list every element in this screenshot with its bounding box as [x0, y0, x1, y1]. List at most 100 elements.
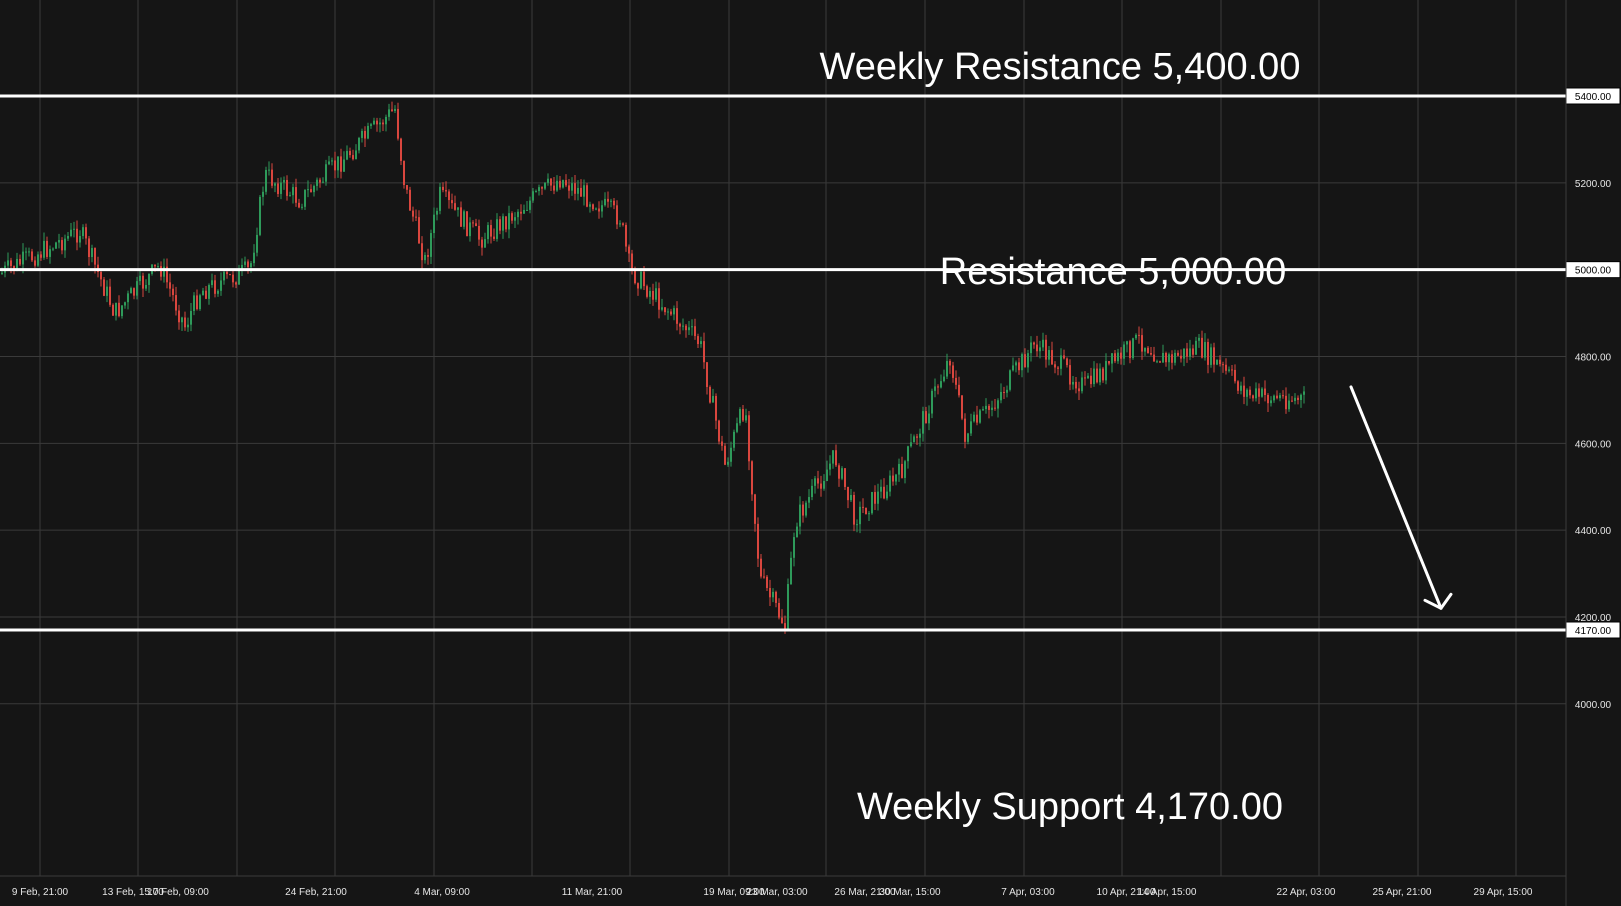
candle-body: [487, 225, 489, 240]
candle-body: [67, 236, 69, 239]
candle-body: [91, 248, 93, 258]
arrow-shaft: [1349, 385, 1443, 610]
candle-body: [316, 179, 318, 186]
time-axis-tick: 13 Feb, 15:00: [102, 887, 164, 898]
candle-body: [619, 223, 621, 225]
candle-body: [880, 486, 882, 492]
candle-body: [148, 273, 150, 285]
candle-body: [343, 159, 345, 172]
level-lines: Weekly Resistance 5,400.00 5400.00 Resista…: [0, 46, 1621, 828]
candle-body: [307, 189, 309, 191]
candle-body: [745, 415, 747, 421]
candle-body: [883, 486, 885, 499]
candle-body: [1126, 341, 1128, 345]
candle-body: [670, 311, 672, 315]
candle-body: [853, 495, 855, 525]
candle-body: [811, 485, 813, 498]
candle-body: [412, 210, 414, 217]
candle-body: [1039, 347, 1041, 352]
candle-body: [922, 411, 924, 434]
candle-body: [10, 260, 12, 267]
candle-body: [136, 281, 138, 296]
candle-body: [559, 180, 561, 188]
candle-body: [139, 275, 141, 282]
candle-body: [1144, 347, 1146, 352]
candle-body: [1051, 350, 1053, 365]
candle-body: [661, 307, 663, 310]
candle-body: [331, 160, 333, 162]
level-label: Weekly Resistance 5,400.00: [820, 46, 1301, 88]
candle-body: [310, 189, 312, 193]
candle-body: [928, 413, 930, 424]
candle-body: [895, 474, 897, 482]
candle-body: [658, 288, 660, 310]
candle-body: [952, 365, 954, 378]
candle-body: [1027, 353, 1029, 368]
candle-body: [1249, 389, 1251, 396]
candle-body: [805, 502, 807, 516]
candle-body: [826, 469, 828, 481]
candle-body: [649, 290, 651, 297]
candle-body: [997, 400, 999, 409]
candle-body: [1069, 365, 1071, 385]
candle-body: [367, 125, 369, 139]
candle-body: [976, 414, 978, 423]
candle-body: [55, 242, 57, 249]
candle-body: [73, 228, 75, 230]
candle-body: [1009, 370, 1011, 390]
candle-body: [1153, 354, 1155, 362]
candle-body: [103, 279, 105, 296]
candle-body: [679, 323, 681, 327]
candle-body: [772, 591, 774, 598]
candle-body: [1240, 385, 1242, 391]
candle-body: [1198, 337, 1200, 341]
candle-body: [451, 200, 453, 204]
candle-body: [673, 308, 675, 315]
candle-body: [1006, 389, 1008, 393]
candle-body: [604, 198, 606, 206]
candle-body: [742, 409, 744, 421]
candle-body: [1093, 368, 1095, 385]
price-axis[interactable]: 4000.00 4200.00 4400.00 4600.00 4800.00 5200.…: [1575, 179, 1612, 711]
candle-body: [382, 122, 384, 125]
candle-body: [61, 240, 63, 251]
candle-body: [1264, 388, 1266, 395]
candle-body: [763, 576, 765, 578]
candle-body: [979, 410, 981, 423]
candle-body: [229, 274, 231, 276]
candle-body: [694, 326, 696, 337]
candle-body: [964, 418, 966, 442]
candle-body: [130, 288, 132, 294]
candle-body: [511, 213, 513, 221]
candle-body: [931, 390, 933, 414]
candle-body: [865, 507, 867, 515]
candle-body: [1021, 354, 1023, 371]
candle-body: [1045, 339, 1047, 360]
candle-body: [1234, 369, 1236, 382]
candle-body: [313, 185, 315, 193]
time-axis-tick: 11 Mar, 21:00: [562, 887, 623, 898]
candle-body: [397, 108, 399, 139]
price-axis-tick: 4200.00: [1575, 613, 1612, 624]
candle-body: [325, 164, 327, 182]
projection-arrow: [1349, 385, 1453, 610]
candle-body: [430, 233, 432, 257]
candle-body: [1159, 361, 1161, 363]
candle-body: [736, 423, 738, 432]
price-tag-label: 4170.00: [1575, 626, 1612, 637]
candle-body: [1120, 352, 1122, 359]
candle-body: [193, 295, 195, 311]
candle-body: [13, 266, 15, 270]
candle-body: [934, 386, 936, 391]
candle-body: [640, 271, 642, 289]
candle-body: [199, 295, 201, 310]
candle-body: [274, 183, 276, 186]
candle-body: [1279, 395, 1281, 399]
candle-body: [1102, 368, 1104, 381]
candle-body: [580, 187, 582, 197]
candle-body: [421, 243, 423, 261]
candle-body: [484, 239, 486, 248]
candle-body: [823, 480, 825, 489]
